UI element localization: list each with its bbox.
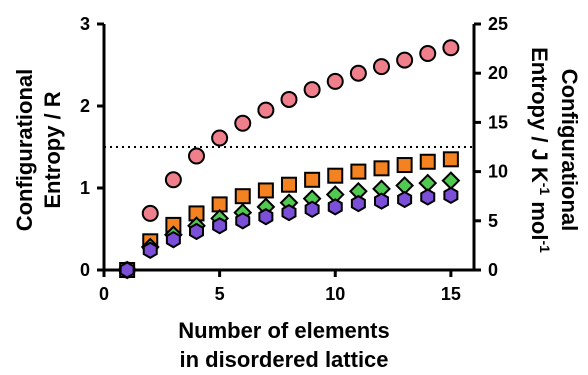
hexagon-point xyxy=(397,190,413,209)
square-point xyxy=(304,171,321,188)
y-left-title-line-2: Entropy / R xyxy=(40,91,65,208)
hexagon-point xyxy=(119,261,135,279)
square-point xyxy=(350,163,367,180)
circle-point xyxy=(188,147,205,165)
hexagon-point xyxy=(374,192,389,210)
y-right-tick-label: 20 xyxy=(488,63,508,83)
data-points xyxy=(117,39,461,280)
x-axis-title-line-2: in disordered lattice xyxy=(179,347,388,372)
y-right-title-line-2: Entropy / J K-1 mol-1 xyxy=(527,47,553,253)
y-right-tick-label: 10 xyxy=(488,162,508,182)
circle-point xyxy=(234,114,252,132)
y-right-tick-label: 0 xyxy=(488,260,498,280)
circle-point xyxy=(280,90,298,108)
y-right-tick-label: 5 xyxy=(488,211,498,231)
x-axis-title-line-1: Number of elements xyxy=(178,318,390,343)
axes: 0 5 10 15 0 1 2 3 0 5 10 15 20 25 xyxy=(80,14,508,304)
y-left-tick-label: 1 xyxy=(80,178,90,198)
y-left-tick-label: 3 xyxy=(80,14,90,34)
circle-point xyxy=(349,64,367,82)
square-point xyxy=(257,182,274,199)
y-left-title-line-1: Configurational xyxy=(12,69,37,232)
square-point xyxy=(327,167,344,184)
hexagon-point xyxy=(235,212,251,230)
hexagon-point xyxy=(189,222,204,241)
square-point xyxy=(281,176,297,193)
square-point xyxy=(373,160,390,177)
y-right-unit-main: Entropy / J K xyxy=(527,47,552,183)
hexagon-point xyxy=(443,186,459,205)
x-tick-label: 15 xyxy=(441,284,461,304)
circle-point xyxy=(373,58,390,76)
circle-point xyxy=(442,39,460,57)
y-right-title-line-1: Configurational xyxy=(557,69,582,232)
hexagon-point xyxy=(281,203,297,222)
hexagon-point xyxy=(165,231,181,249)
hexagon-point xyxy=(304,200,320,218)
x-tick-label: 5 xyxy=(215,284,225,304)
circle-point xyxy=(326,72,344,90)
hexagon-point xyxy=(327,198,343,216)
circle-point xyxy=(257,101,275,119)
square-point xyxy=(419,153,436,170)
hexagon-point xyxy=(142,241,158,259)
circle-point xyxy=(396,51,414,69)
x-tick-label: 10 xyxy=(325,284,345,304)
hexagon-point xyxy=(258,208,274,226)
y-right-unit-sup-2: -1 xyxy=(537,240,553,253)
circle-point xyxy=(211,129,229,147)
diamond-point xyxy=(441,171,461,191)
hexagon-point xyxy=(420,188,436,206)
y-right-unit-sup-1: -1 xyxy=(537,183,553,196)
axis-labels: Number of elements in disordered lattice… xyxy=(12,47,582,372)
hexagon-point xyxy=(350,194,366,213)
square-point xyxy=(442,151,459,168)
square-point xyxy=(234,188,251,205)
circle-point xyxy=(303,81,321,99)
y-right-unit-mol: mol xyxy=(527,195,552,240)
circle-point xyxy=(141,204,159,222)
y-right-tick-label: 25 xyxy=(488,14,508,34)
hexagon-point xyxy=(212,217,228,235)
x-tick-label: 0 xyxy=(99,284,109,304)
y-left-tick-label: 2 xyxy=(80,96,90,116)
square-point xyxy=(396,157,413,174)
circle-point xyxy=(419,45,437,63)
y-left-tick-label: 0 xyxy=(80,260,90,280)
y-right-tick-label: 15 xyxy=(488,112,508,132)
circle-point xyxy=(164,171,182,189)
